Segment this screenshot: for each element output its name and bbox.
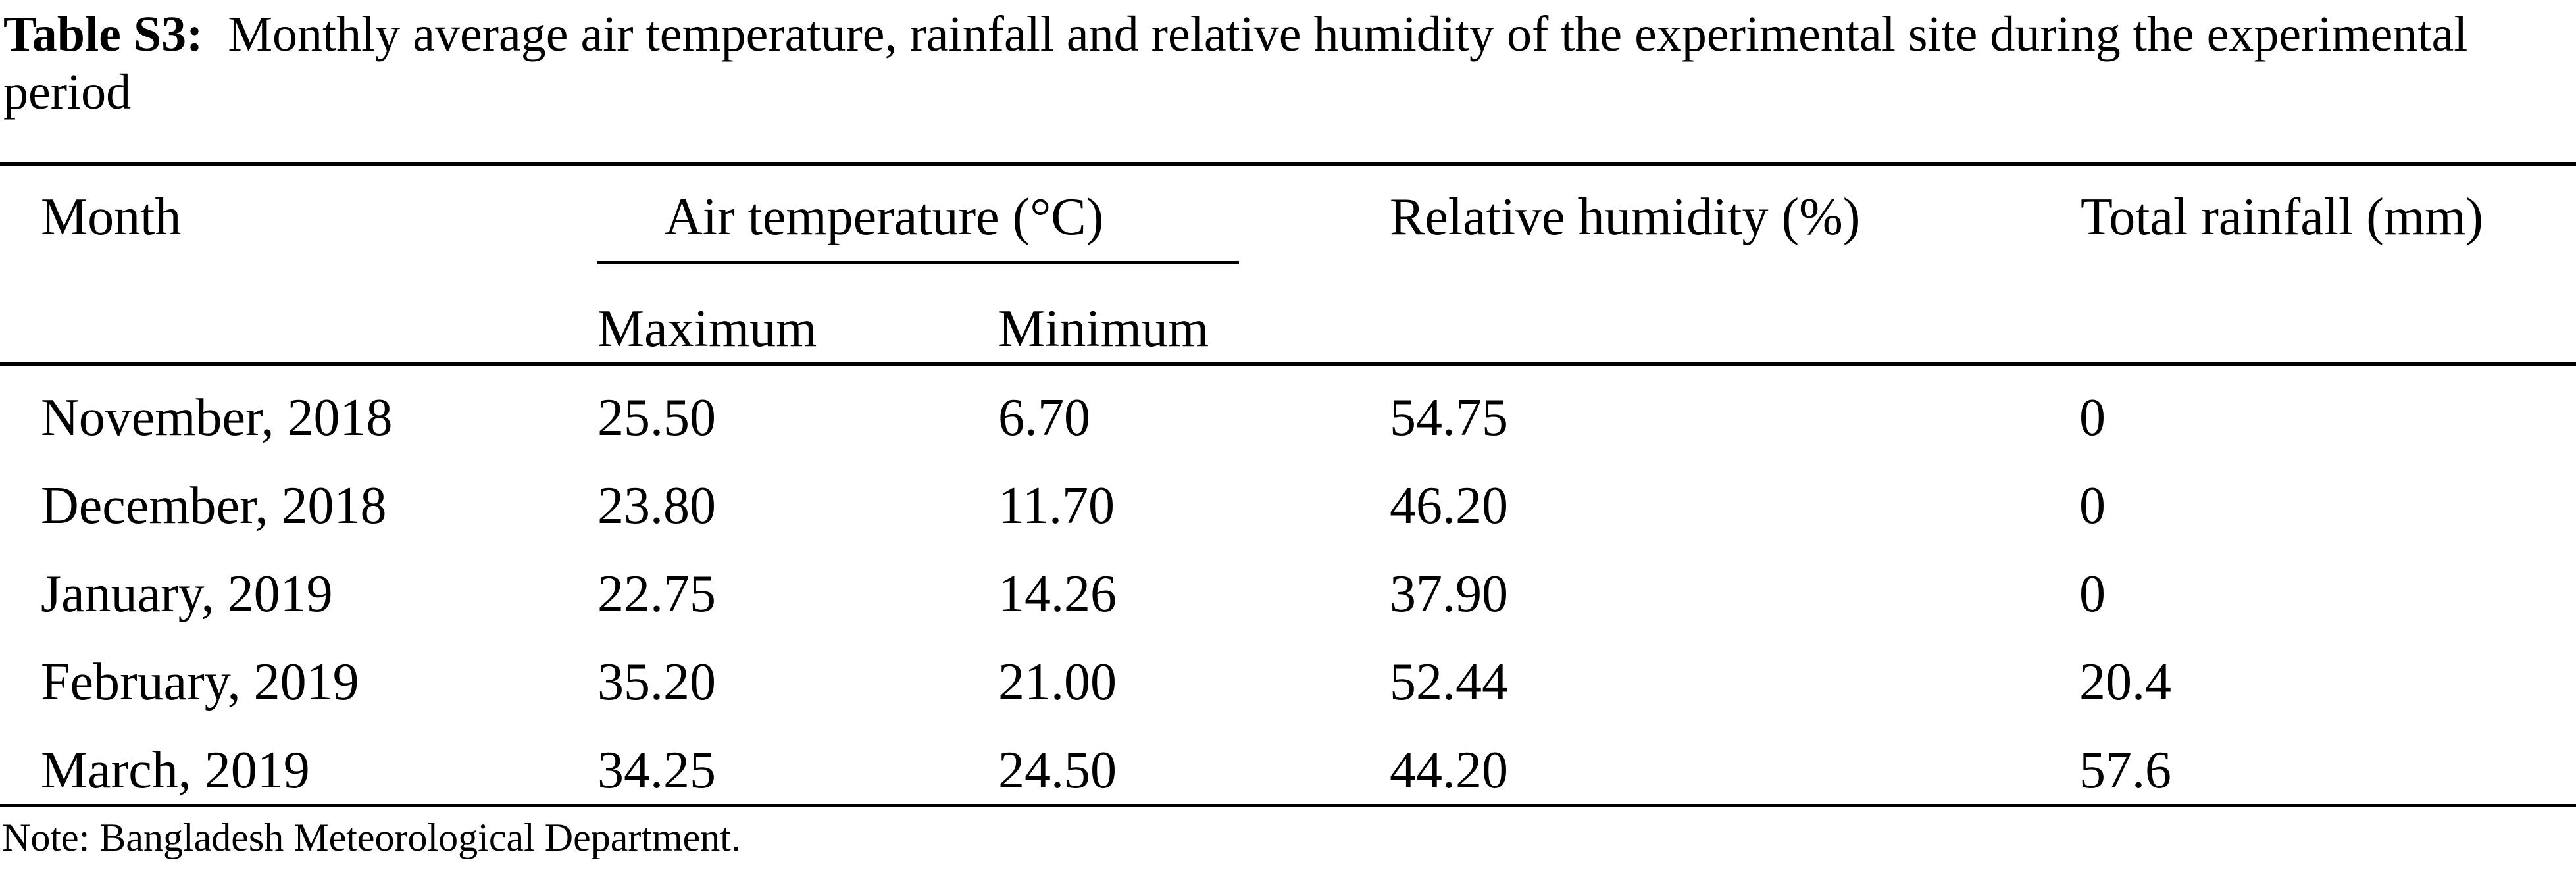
cell-min-temp: 14.26: [998, 565, 1117, 623]
cell-total-rainfall: 0: [2079, 389, 2106, 447]
cell-relative-humidity: 54.75: [1390, 389, 1508, 447]
header-minimum: Minimum: [998, 300, 1209, 358]
cell-relative-humidity: 37.90: [1390, 565, 1508, 623]
cell-max-temp: 23.80: [597, 477, 716, 535]
air-temperature-span-rule: [597, 261, 1239, 264]
cell-max-temp: 35.20: [597, 653, 716, 711]
cell-total-rainfall: 57.6: [2079, 741, 2171, 799]
header-air-temperature: Air temperature (°C): [665, 188, 1104, 246]
cell-month: January, 2019: [41, 565, 333, 623]
cell-total-rainfall: 0: [2079, 477, 2106, 535]
cell-month: February, 2019: [41, 653, 359, 711]
cell-total-rainfall: 20.4: [2079, 653, 2171, 711]
cell-max-temp: 22.75: [597, 565, 716, 623]
table-caption-text: Monthly average air temperature, rainfal…: [3, 7, 2468, 120]
cell-min-temp: 6.70: [998, 389, 1090, 447]
cell-month: March, 2019: [41, 741, 310, 799]
table-caption: Table S3: Monthly average air temperatur…: [3, 5, 2573, 121]
table-label: Table S3:: [3, 7, 203, 62]
cell-relative-humidity: 46.20: [1390, 477, 1508, 535]
header-total-rainfall: Total rainfall (mm): [2081, 188, 2483, 246]
top-rule: [0, 162, 2576, 166]
header-relative-humidity: Relative humidity (%): [1390, 188, 1861, 246]
cell-min-temp: 11.70: [998, 477, 1115, 535]
cell-min-temp: 21.00: [998, 653, 1117, 711]
cell-relative-humidity: 52.44: [1390, 653, 1508, 711]
cell-month: November, 2018: [41, 389, 393, 447]
header-month: Month: [41, 188, 182, 246]
cell-max-temp: 34.25: [597, 741, 716, 799]
cell-total-rainfall: 0: [2079, 565, 2106, 623]
cell-max-temp: 25.50: [597, 389, 716, 447]
bottom-rule: [0, 804, 2576, 807]
cell-min-temp: 24.50: [998, 741, 1117, 799]
header-rule: [0, 362, 2576, 366]
header-maximum: Maximum: [597, 300, 817, 358]
table-note: Note: Bangladesh Meteorological Departme…: [2, 816, 741, 859]
cell-month: December, 2018: [41, 477, 387, 535]
cell-relative-humidity: 44.20: [1390, 741, 1508, 799]
